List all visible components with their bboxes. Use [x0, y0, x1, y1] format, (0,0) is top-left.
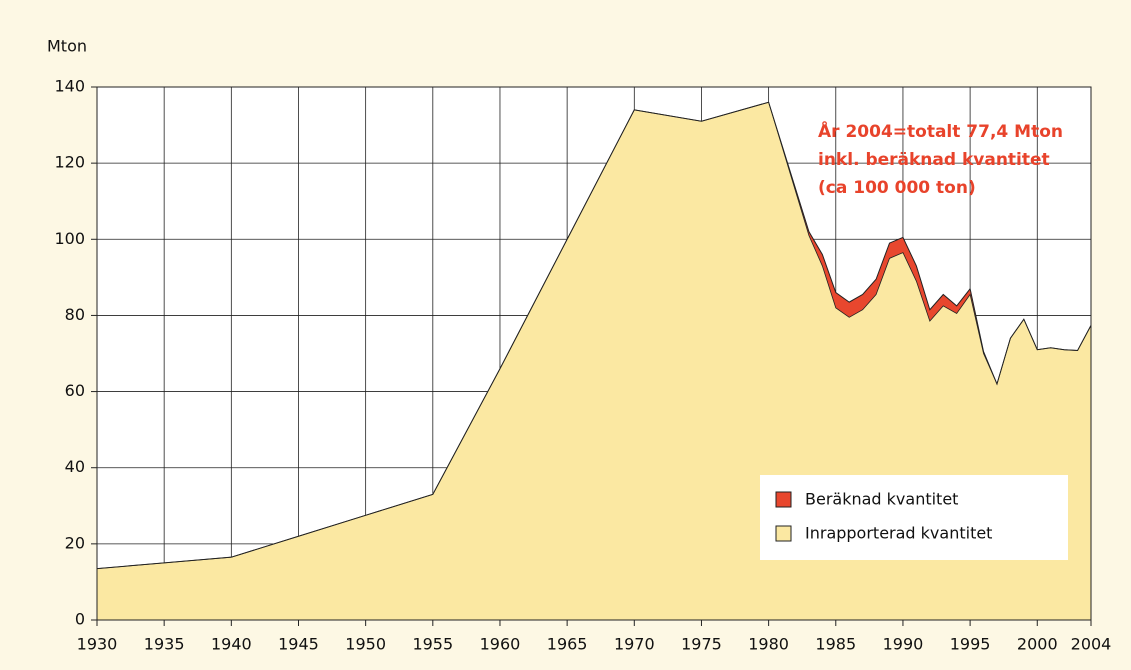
annotation: inkl. beräknad kvantitet [818, 150, 1050, 170]
legend-label: Inrapporterad kvantitet [805, 524, 992, 543]
y-tick-label: 40 [65, 457, 85, 476]
x-tick-label: 1960 [480, 635, 521, 654]
x-tick-label: 1970 [614, 635, 655, 654]
x-tick-label: 1980 [748, 635, 789, 654]
annotation: (ca 100 000 ton) [818, 178, 976, 198]
x-tick-label: 1955 [412, 635, 453, 654]
outline [96, 101, 1092, 570]
plot-frame [96, 86, 1092, 621]
x-tick-label: 1985 [815, 635, 856, 654]
legend-label: Beräknad kvantitet [805, 490, 958, 509]
x-tick-label: 1945 [278, 635, 319, 654]
x-tick-label: 1950 [345, 635, 386, 654]
y-tick-label: 120 [54, 153, 85, 172]
legend-swatch [775, 491, 792, 508]
x-tick-label: 2004 [1071, 635, 1112, 654]
x-tick-label: 1940 [211, 635, 252, 654]
y-axis-label: Mton [47, 37, 87, 56]
annotation: År 2004=totalt 77,4 Mton [818, 119, 1063, 142]
x-tick-label: 1930 [77, 635, 118, 654]
y-tick-label: 20 [65, 533, 85, 552]
x-tick-label: 1975 [681, 635, 722, 654]
x-tick-label: 2000 [1017, 635, 1058, 654]
y-tick-label: 100 [54, 229, 85, 248]
y-tick-label: 60 [65, 381, 85, 400]
y-tick-label: 140 [54, 77, 85, 96]
y-tick-label: 0 [75, 610, 85, 629]
x-tick-label: 1990 [883, 635, 924, 654]
x-tick-label: 1995 [950, 635, 991, 654]
legend-swatch [775, 525, 792, 542]
x-tick-label: 1965 [547, 635, 588, 654]
x-tick-label: 1935 [144, 635, 185, 654]
legend-box [760, 475, 1068, 560]
y-tick-label: 80 [65, 305, 85, 324]
